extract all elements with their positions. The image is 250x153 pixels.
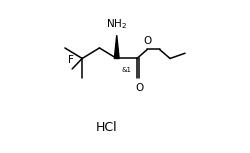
Text: F: F	[68, 55, 73, 65]
Text: NH$_2$: NH$_2$	[106, 18, 127, 31]
Polygon shape	[114, 35, 119, 58]
Text: O: O	[136, 83, 144, 93]
Text: O: O	[144, 36, 152, 46]
Text: HCl: HCl	[96, 121, 118, 134]
Text: &1: &1	[122, 67, 132, 73]
